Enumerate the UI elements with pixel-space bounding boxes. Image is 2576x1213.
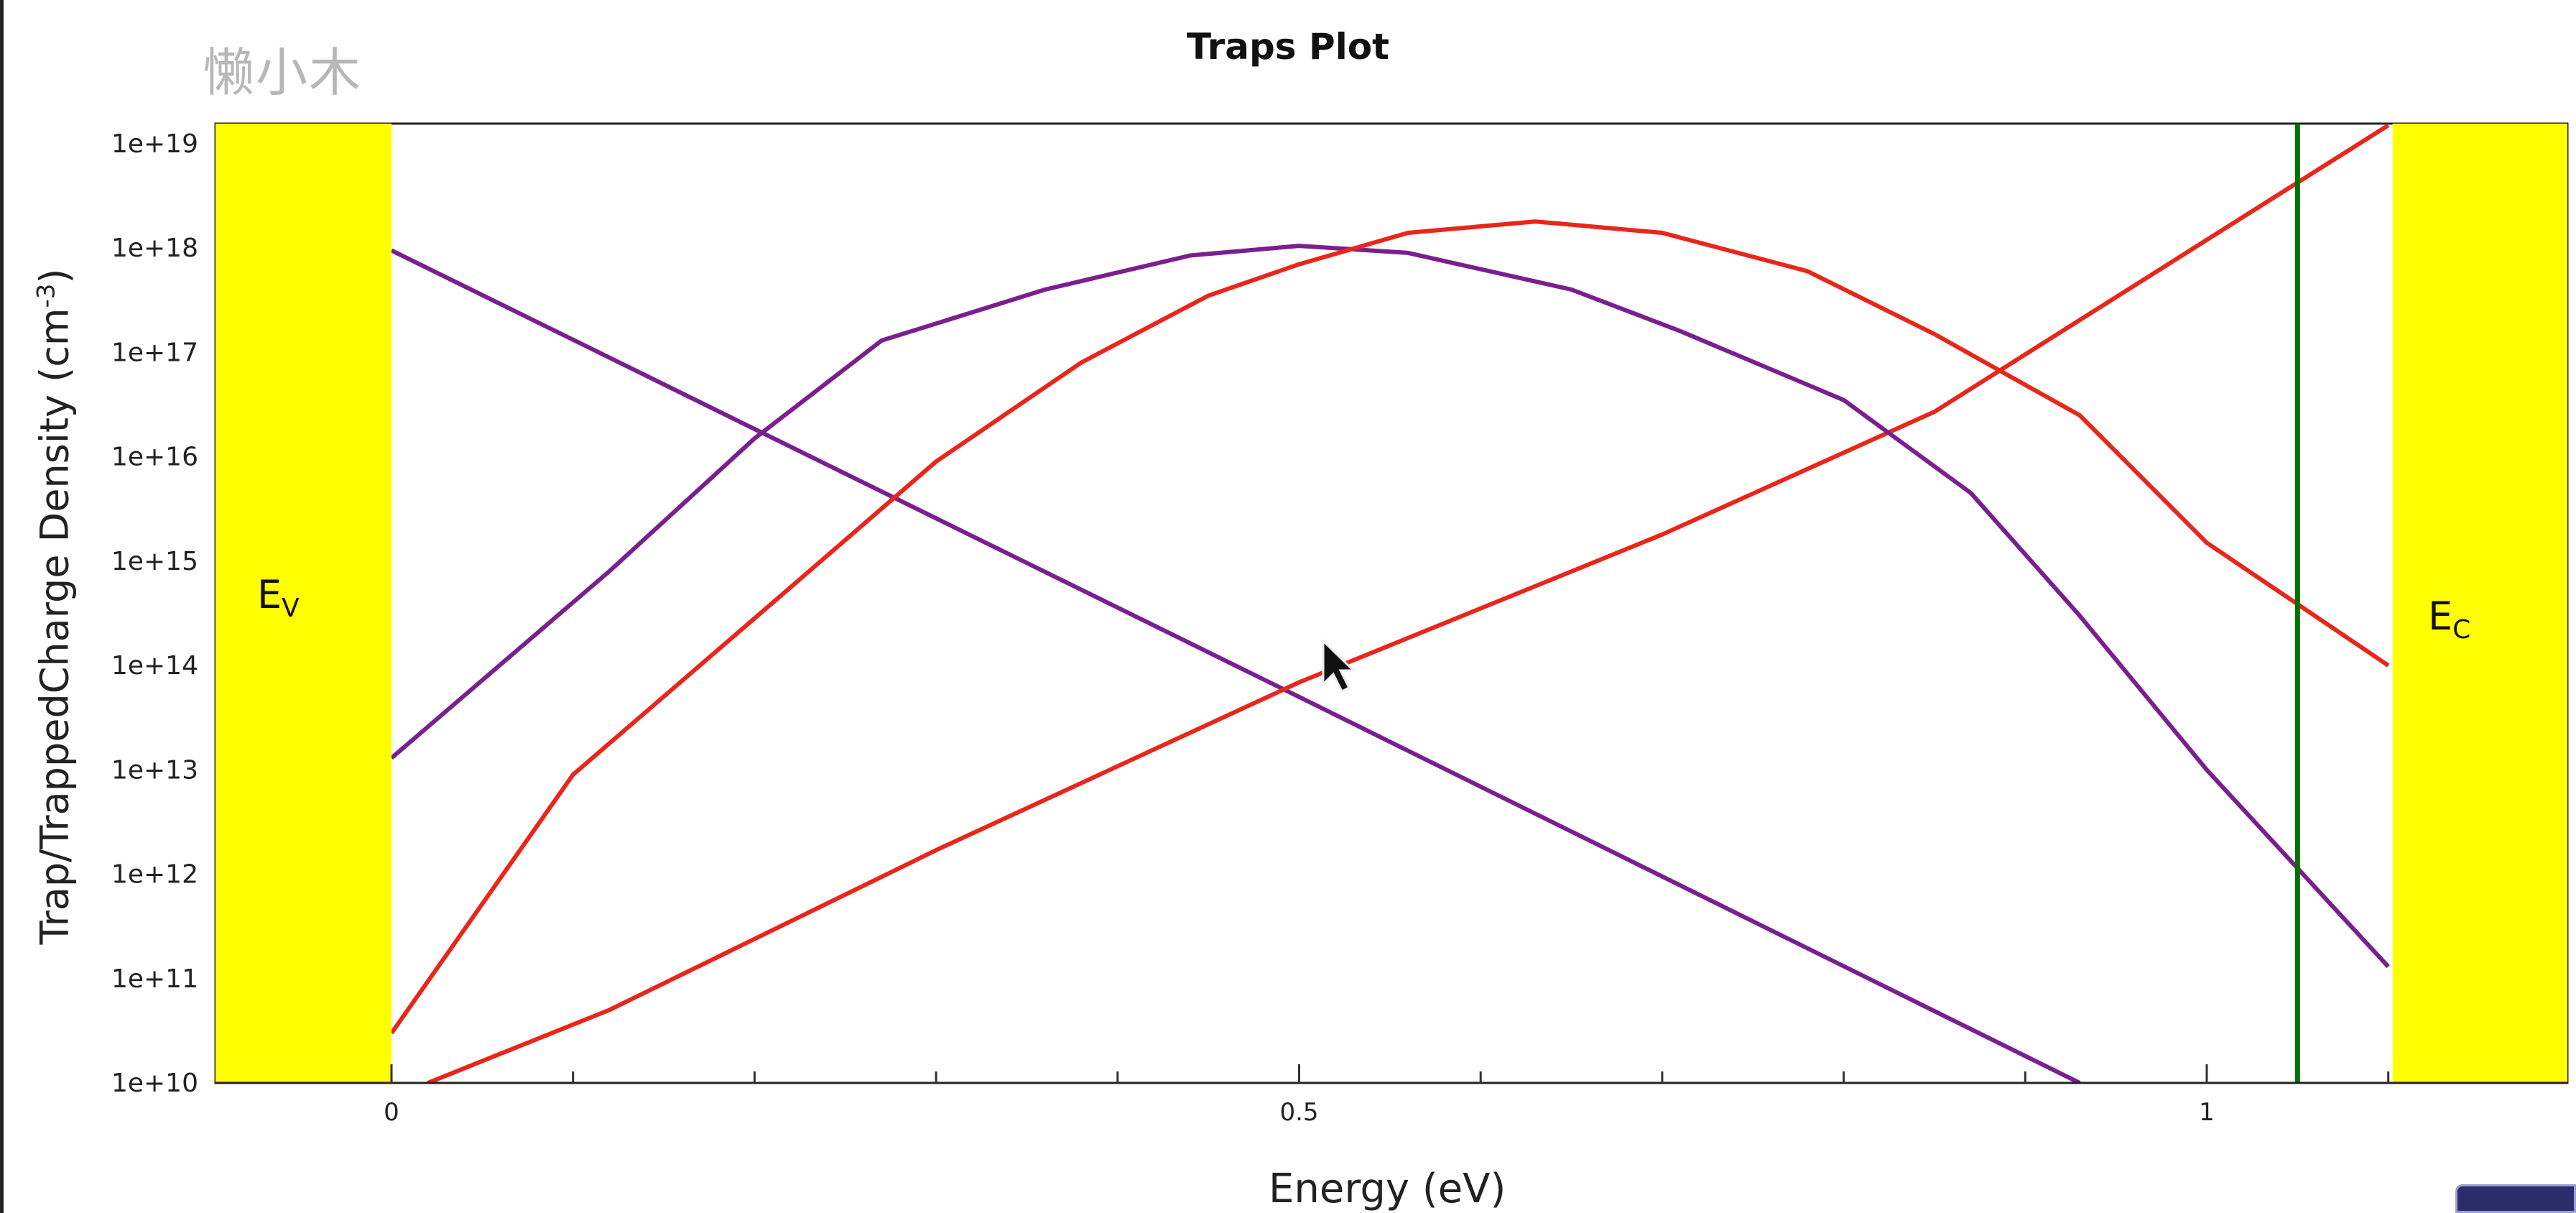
y-axis-label: Trap/TrappedCharge Density (cm-3) xyxy=(32,269,78,945)
x-tick-label-0: 0 xyxy=(384,1098,399,1127)
valence-band xyxy=(216,124,392,1083)
x-tick-label-1: 0.5 xyxy=(1279,1098,1318,1127)
y-tick-label-3: 1e+13 xyxy=(111,755,198,785)
x-axis-label: Energy (eV) xyxy=(1269,1166,1506,1212)
plot-area xyxy=(216,124,2567,1083)
conduction-band xyxy=(2393,124,2567,1083)
y-tick-label-0: 1e+10 xyxy=(111,1069,198,1098)
valence-band-label: EV xyxy=(257,572,300,623)
taskbar-widget[interactable] xyxy=(2455,1184,2576,1213)
y-tick-label-9: 1e+19 xyxy=(111,129,198,159)
y-tick-label-1: 1e+11 xyxy=(111,964,198,994)
y-tick-label-4: 1e+14 xyxy=(111,651,198,681)
y-tick-label-5: 1e+15 xyxy=(111,547,198,576)
conduction-band-label: EC xyxy=(2428,594,2470,645)
y-tick-label-7: 1e+17 xyxy=(111,338,198,367)
x-tick-label-2: 1 xyxy=(2199,1098,2215,1127)
y-tick-label-8: 1e+18 xyxy=(111,234,198,263)
y-tick-label-6: 1e+16 xyxy=(111,443,198,472)
y-tick-label-2: 1e+12 xyxy=(111,860,198,890)
